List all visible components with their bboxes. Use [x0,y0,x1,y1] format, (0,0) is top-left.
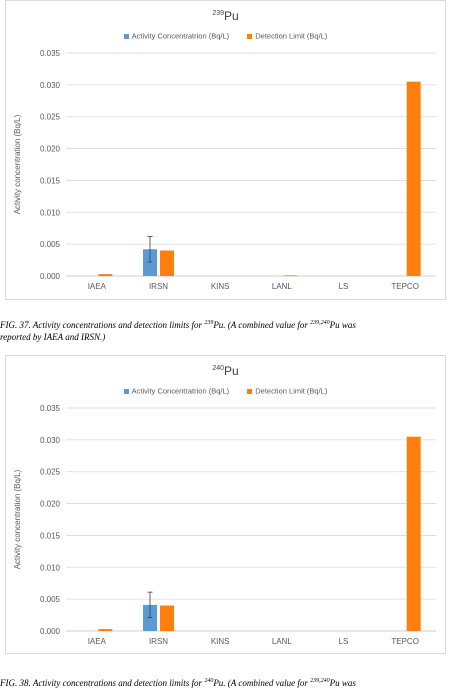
x-tick-label: LS [339,282,349,291]
y-tick-label: 0.025 [40,468,61,477]
y-tick-label: 0.020 [40,145,61,154]
legend-swatch-detection [247,33,253,39]
x-tick-label: IAEA [88,637,107,646]
bar-detection-iaea [98,274,113,276]
y-tick-label: 0.000 [40,627,61,636]
x-tick-label: KINS [211,637,230,646]
legend-label-detection: Detection Limit (Bq/L) [255,386,328,396]
caption-line-1: FIG. 37. Activity concentrations and det… [0,320,356,330]
y-axis-label: Activity concentration (Bq/L) [13,469,22,569]
y-tick-label: 0.020 [40,500,61,509]
y-tick-label: 0.000 [40,272,61,281]
legend-2: Activity Concentratrion (Bq/L) Detection… [6,386,445,396]
y-tick-label: 0.010 [40,563,61,572]
x-tick-label: LS [339,637,349,646]
figure-caption-2: FIG. 38. Activity concentrations and det… [0,675,452,689]
plot-area-1: 0.000 0.005 0.010 0.015 0.020 0.025 0.030 0.035… [13,49,436,291]
chart-title-mass: 239 [212,10,224,17]
chart-title-mass: 240 [212,365,224,372]
bar-detection-iaea [98,629,113,631]
legend-item-detection: Detection Limit (Bq/L) [247,31,327,41]
x-tick-label: TEPCO [391,637,419,646]
caption-line-1: FIG. 38. Activity concentrations and det… [0,678,356,688]
legend-1: Activity Concentratrion (Bq/L) Detection… [6,31,445,41]
x-tick-label: LANL [272,637,293,646]
y-tick-label: 0.005 [40,240,61,249]
chart-title-1: 239Pu [6,9,445,23]
chart-frame-2: 240Pu Activity Concentratrion (Bq/L) Det… [5,355,446,654]
legend-swatch-detection [247,388,253,394]
y-tick-label: 0.015 [40,176,61,185]
chart-panel-1: 239Pu Activity Concentratrion (Bq/L) Det… [0,0,452,343]
y-tick-label: 0.030 [40,436,61,445]
bar-detection-irsn [160,605,174,631]
figure-caption-1: FIG. 37. Activity concentrations and det… [0,317,452,343]
bar-detection-lanl [283,275,298,277]
plot-area-2: 0.000 0.005 0.010 0.015 0.020 0.025 0.030 0.035… [13,404,436,646]
y-tick-label: 0.005 [40,595,61,604]
chart-title-element: Pu [224,9,239,23]
x-tick-label: TEPCO [391,282,419,291]
legend-item-activity: Activity Concentratrion (Bq/L) [123,31,230,41]
x-tick-label: IRSN [149,282,168,291]
y-tick-label: 0.030 [40,81,61,90]
x-tick-label: IRSN [149,637,168,646]
chart-title-2: 240Pu [6,364,445,378]
bar-activity-irsn [143,249,157,276]
y-tick-label: 0.015 [40,531,61,540]
legend-item-detection: Detection Limit (Bq/L) [247,386,327,396]
bar-detection-irsn [160,250,174,276]
chart-title-element: Pu [224,364,239,378]
bar-detection-tepco [406,436,421,631]
legend-item-activity: Activity Concentratrion (Bq/L) [123,386,230,396]
legend-label-activity: Activity Concentratrion (Bq/L) [131,386,230,396]
chart-panel-2: 240Pu Activity Concentratrion (Bq/L) Det… [0,355,452,690]
y-tick-label: 0.035 [40,404,61,413]
x-tick-label: LANL [272,282,293,291]
caption-line-2: reported by IAEA and IRSN.) [0,332,106,342]
y-tick-label: 0.035 [40,49,61,58]
x-tick-label: KINS [211,282,230,291]
x-tick-label: IAEA [88,282,107,291]
y-axis-label: Activity concentration (Bq/L) [13,114,22,214]
bar-detection-tepco [406,81,421,277]
chart-frame-1: 239Pu Activity Concentratrion (Bq/L) Det… [5,0,446,300]
legend-label-activity: Activity Concentratrion (Bq/L) [131,31,230,41]
legend-swatch-activity [123,388,129,394]
y-tick-label: 0.010 [40,208,61,217]
legend-swatch-activity [123,33,129,39]
legend-label-detection: Detection Limit (Bq/L) [255,31,328,41]
y-tick-label: 0.025 [40,113,61,122]
